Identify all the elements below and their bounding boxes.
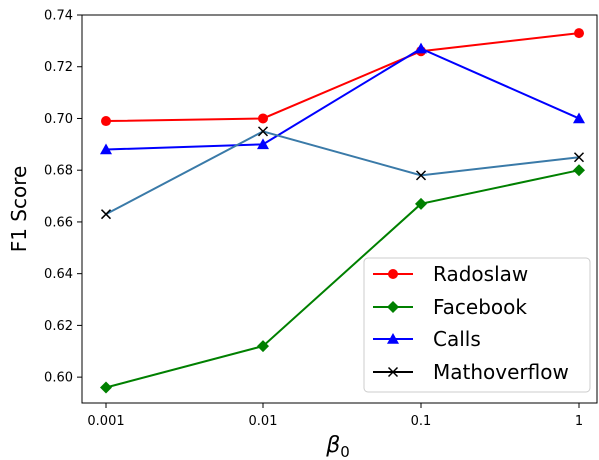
x-axis-ticks: 0.001 0.01 0.1 1 (87, 403, 583, 429)
data-point-radoslaw (258, 113, 268, 124)
data-point-mathoverflow (573, 152, 585, 163)
legend-entry-calls: Calls (373, 327, 481, 351)
series-line-mathoverflow (105, 130, 580, 216)
data-point-calls (100, 143, 112, 155)
x-tick-label: 0.01 (249, 414, 278, 429)
series-layer (100, 28, 585, 394)
y-tick-label: 0.64 (44, 267, 73, 282)
data-point-calls (257, 138, 269, 150)
data-point-mathoverflow (100, 209, 112, 220)
y-axis-title: F1 Score (7, 166, 31, 253)
y-tick-label: 0.68 (44, 164, 73, 179)
x-tick-label: 1 (575, 414, 583, 429)
legend-frame (363, 257, 591, 393)
y-tick-label: 0.72 (44, 60, 73, 75)
series-calls (100, 42, 585, 155)
series-radoslaw (101, 28, 584, 127)
legend-label: Calls (433, 327, 481, 351)
data-point-mathoverflow (257, 126, 269, 137)
data-point-radoslaw (574, 28, 584, 39)
y-tick-label: 0.70 (44, 112, 73, 127)
x-tick-label: 0.1 (411, 414, 432, 429)
y-tick-label: 0.62 (44, 319, 73, 334)
legend: Radoslaw Facebook Calls Mathoverflow (363, 257, 591, 393)
data-point-facebook (573, 164, 585, 177)
legend-marker (387, 366, 399, 378)
x-axis-title-symbol: β (325, 433, 340, 458)
legend-label: Mathoverflow (433, 360, 569, 384)
data-point-facebook (415, 197, 427, 210)
y-tick-label: 0.60 (44, 371, 73, 386)
y-tick-label: 0.66 (44, 215, 73, 230)
data-point-facebook (257, 340, 269, 353)
legend-marker (387, 333, 399, 344)
y-axis-ticks: 0.60 0.62 0.64 0.66 0.68 0.70 0.72 0.74 (44, 9, 82, 386)
data-point-radoslaw (101, 116, 111, 127)
legend-label: Radoslaw (433, 262, 528, 286)
data-point-facebook (100, 381, 112, 394)
legend-entry-facebook: Facebook (373, 295, 527, 319)
data-point-calls (573, 112, 585, 124)
series-mathoverflow (100, 126, 585, 220)
legend-entry-radoslaw: Radoslaw (373, 262, 528, 286)
x-tick-label: 0.001 (87, 414, 124, 429)
legend-entry-mathoverflow: Mathoverflow (373, 360, 569, 384)
y-tick-label: 0.74 (44, 9, 73, 24)
data-point-mathoverflow (415, 170, 427, 181)
data-point-calls (415, 42, 427, 54)
legend-marker (387, 301, 399, 313)
series-line-facebook (105, 169, 580, 389)
series-line-radoslaw (105, 32, 580, 123)
series-facebook (100, 164, 585, 394)
legend-label: Facebook (433, 295, 527, 319)
legend-marker (388, 269, 398, 279)
series-line-calls (105, 47, 580, 151)
x-axis-title: β0 (325, 433, 350, 460)
x-axis-title-subscript: 0 (340, 443, 350, 460)
